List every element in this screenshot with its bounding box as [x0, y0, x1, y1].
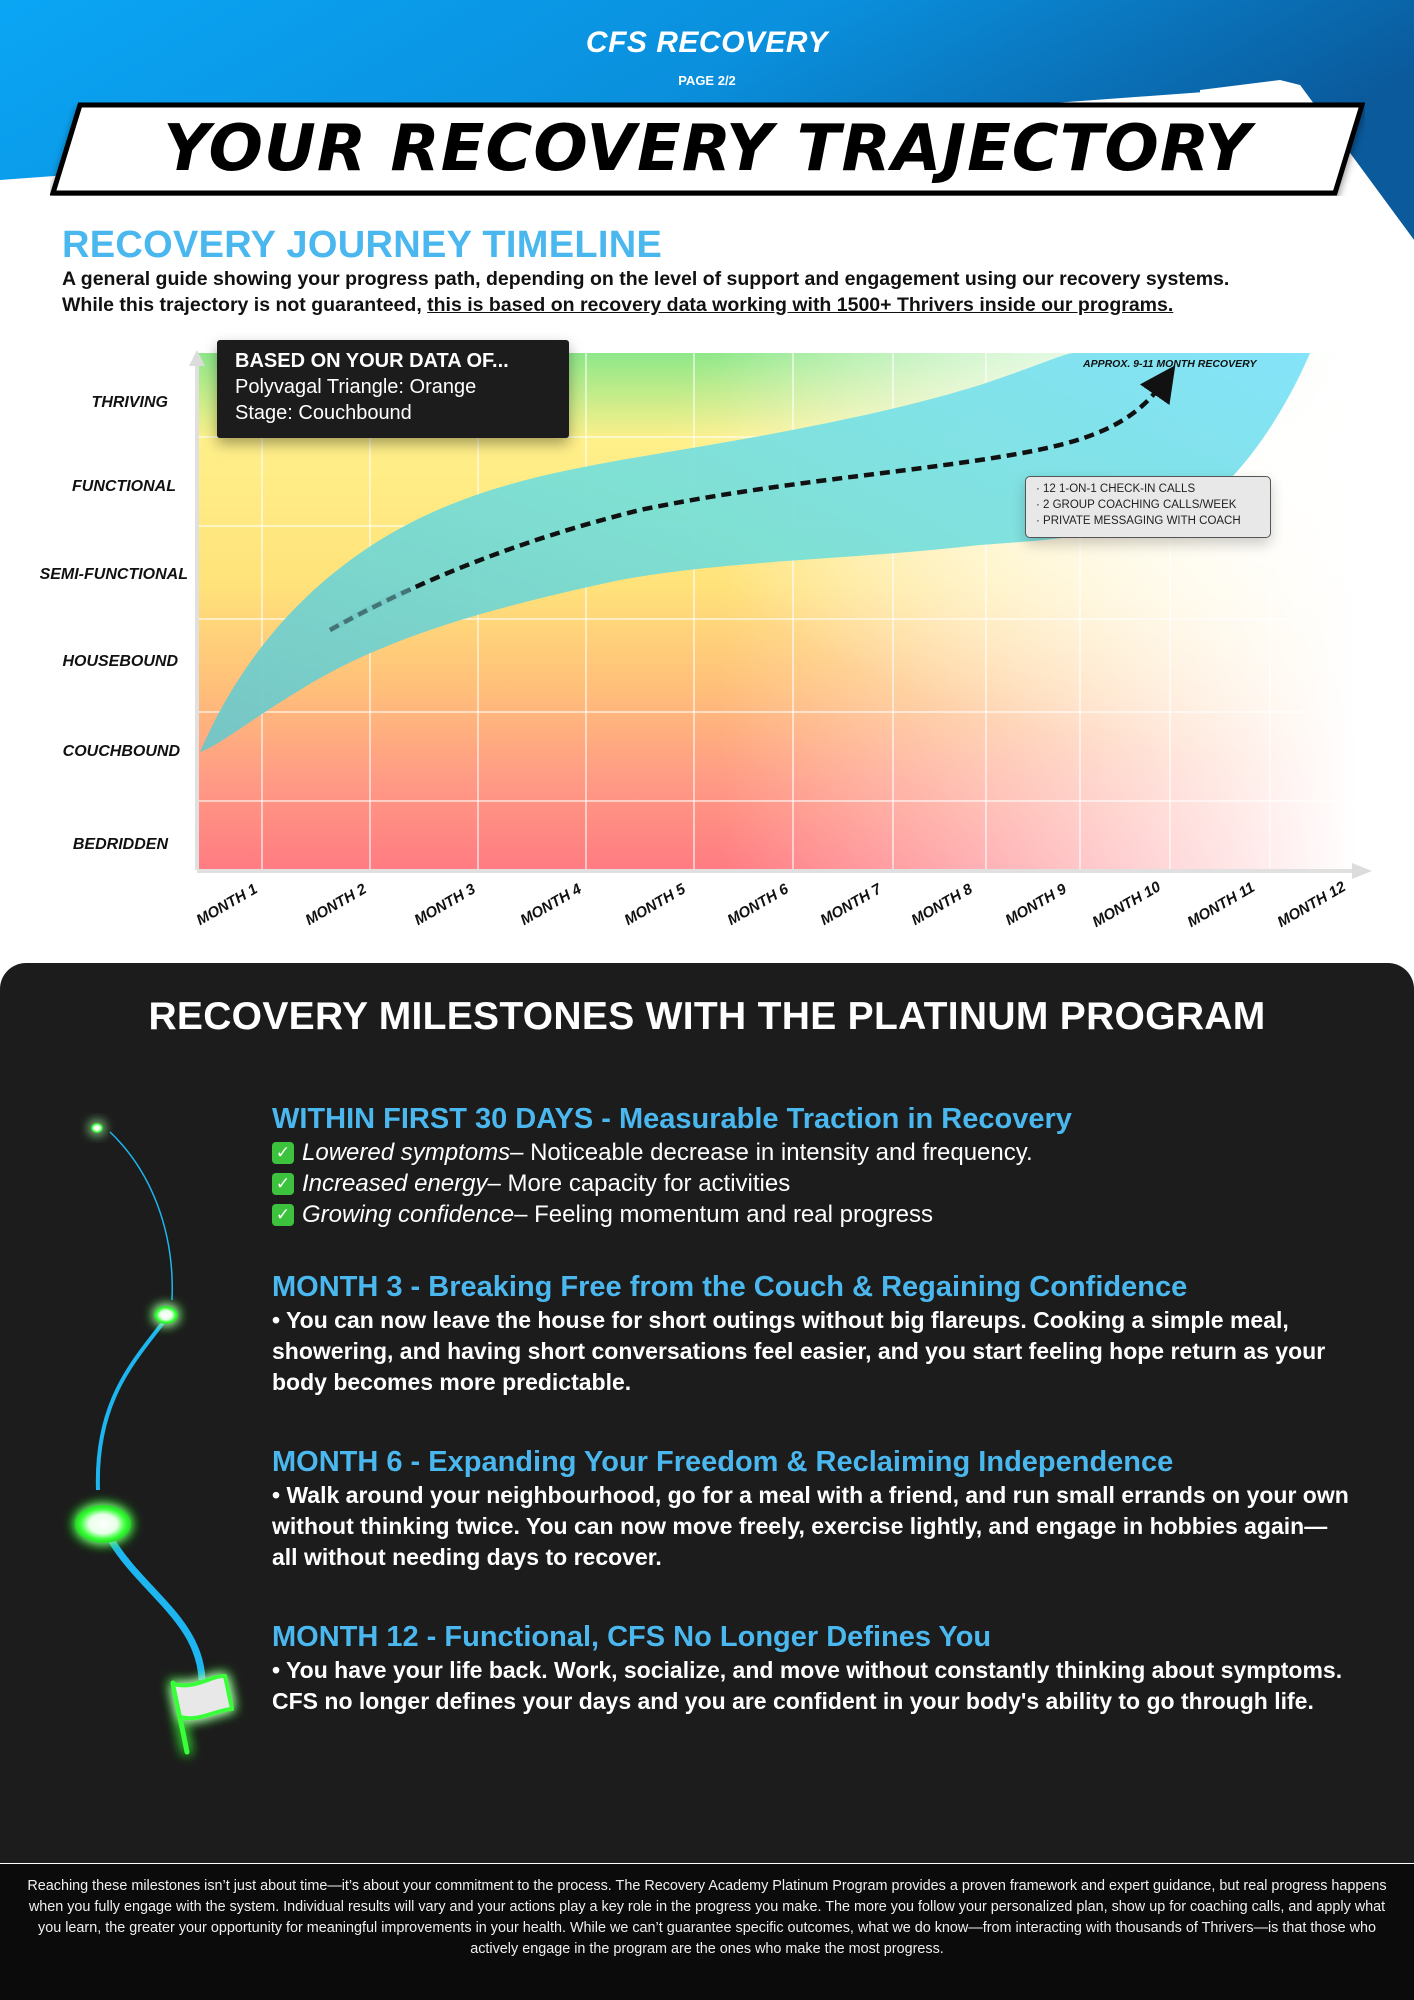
approx-recovery-label: APPROX. 9-11 MONTH RECOVERY: [1083, 358, 1257, 370]
page-indicator: PAGE 2/2: [678, 73, 736, 88]
milestone-body: • You have your life back. Work, sociali…: [272, 1657, 1343, 1714]
feature-item: · 2 GROUP COACHING CALLS/WEEK: [1036, 499, 1237, 511]
expected-trajectory-line: [328, 365, 1176, 632]
milestone-node-month-3: [154, 1306, 178, 1324]
feature-item: · 12 1-ON-1 CHECK-IN CALLS: [1036, 483, 1196, 495]
disclaimer-footer: Reaching these milestones isn’t just abo…: [0, 1864, 1414, 2000]
milestone-path: [75, 1123, 234, 1755]
stage-value: Stage: Couchbound: [235, 402, 412, 424]
intro-line-2-underlined: this is based on recovery data working w…: [427, 294, 1174, 316]
check-icon: ✓: [272, 1172, 294, 1195]
y-label-thriving: THRIVING: [91, 394, 168, 411]
milestones-title: RECOVERY MILESTONES WITH THE PLATINUM PR…: [148, 995, 1266, 1038]
y-label-functional: FUNCTIONAL: [72, 478, 176, 495]
x-axis-arrow-icon: [1352, 863, 1372, 879]
milestones-panel: [0, 963, 1414, 1863]
y-label-bedridden: BEDRIDDEN: [72, 836, 168, 853]
feature-item: · PRIVATE MESSAGING WITH COACH: [1036, 515, 1241, 527]
user-data-heading: BASED ON YOUR DATA OF...: [235, 350, 509, 372]
milestone-30-days: WITHIN FIRST 30 DAYS - Measurable Tracti…: [272, 1102, 1352, 1230]
page-title: YOUR RECOVERY TRAJECTORY: [163, 112, 1252, 186]
y-label-semi-functional: SEMI-FUNCTIONAL: [39, 566, 188, 583]
brand-name: CFS RECOVERY: [585, 26, 829, 59]
milestone-heading: MONTH 3 - Breaking Free from the Couch &…: [272, 1271, 1188, 1303]
trajectory-chart: [189, 350, 1372, 879]
milestone-body: • You can now leave the house for short …: [272, 1307, 1326, 1395]
milestone-month-3: MONTH 3 - Breaking Free from the Couch &…: [272, 1270, 1352, 1398]
milestone-month-12: MONTH 12 - Functional, CFS No Longer Def…: [272, 1620, 1352, 1717]
intro-text: A general guide showing your progress pa…: [62, 266, 1382, 318]
milestone-node-month-6: [75, 1505, 131, 1543]
milestone-check-item: ✓ Lowered symptoms – Noticeable decrease …: [272, 1137, 1352, 1168]
milestone-heading: WITHIN FIRST 30 DAYS - Measurable Tracti…: [272, 1103, 1072, 1135]
milestone-check-item: ✓ Growing confidence – Feeling momentum a…: [272, 1199, 1352, 1230]
title-banner: [50, 102, 1365, 196]
y-label-couchbound: COUCHBOUND: [62, 743, 180, 760]
milestone-month-6: MONTH 6 - Expanding Your Freedom & Recla…: [272, 1445, 1352, 1573]
user-data-callout: BASED ON YOUR DATA OF... Polyvagal Trian…: [217, 340, 569, 438]
milestone-heading: MONTH 6 - Expanding Your Freedom & Recla…: [272, 1446, 1174, 1478]
milestone-heading: MONTH 12 - Functional, CFS No Longer Def…: [272, 1621, 992, 1653]
milestone-check-item: ✓ Increased energy – More capacity for ac…: [272, 1168, 1352, 1199]
polyvagal-triangle-value: Polyvagal Triangle: Orange: [235, 376, 477, 398]
finish-flag-icon: [170, 1674, 234, 1755]
intro-line-2: While this trajectory is not guaranteed,…: [62, 292, 1382, 318]
intro-line-2-plain: While this trajectory is not guaranteed,: [62, 294, 428, 316]
y-axis-arrow-icon: [189, 350, 205, 366]
check-icon: ✓: [272, 1141, 294, 1164]
milestone-node-30-days: [91, 1123, 103, 1133]
intro-line-1: A general guide showing your progress pa…: [62, 268, 1230, 290]
y-label-housebound: HOUSEBOUND: [62, 653, 178, 670]
check-icon: ✓: [272, 1203, 294, 1226]
section-title: RECOVERY JOURNEY TIMELINE: [62, 224, 663, 266]
milestone-body: • Walk around your neighbourhood, go for…: [272, 1482, 1349, 1570]
program-features-callout: · 12 1-ON-1 CHECK-IN CALLS · 2 GROUP COA…: [1025, 476, 1271, 538]
recovery-range-band: [200, 353, 1310, 752]
